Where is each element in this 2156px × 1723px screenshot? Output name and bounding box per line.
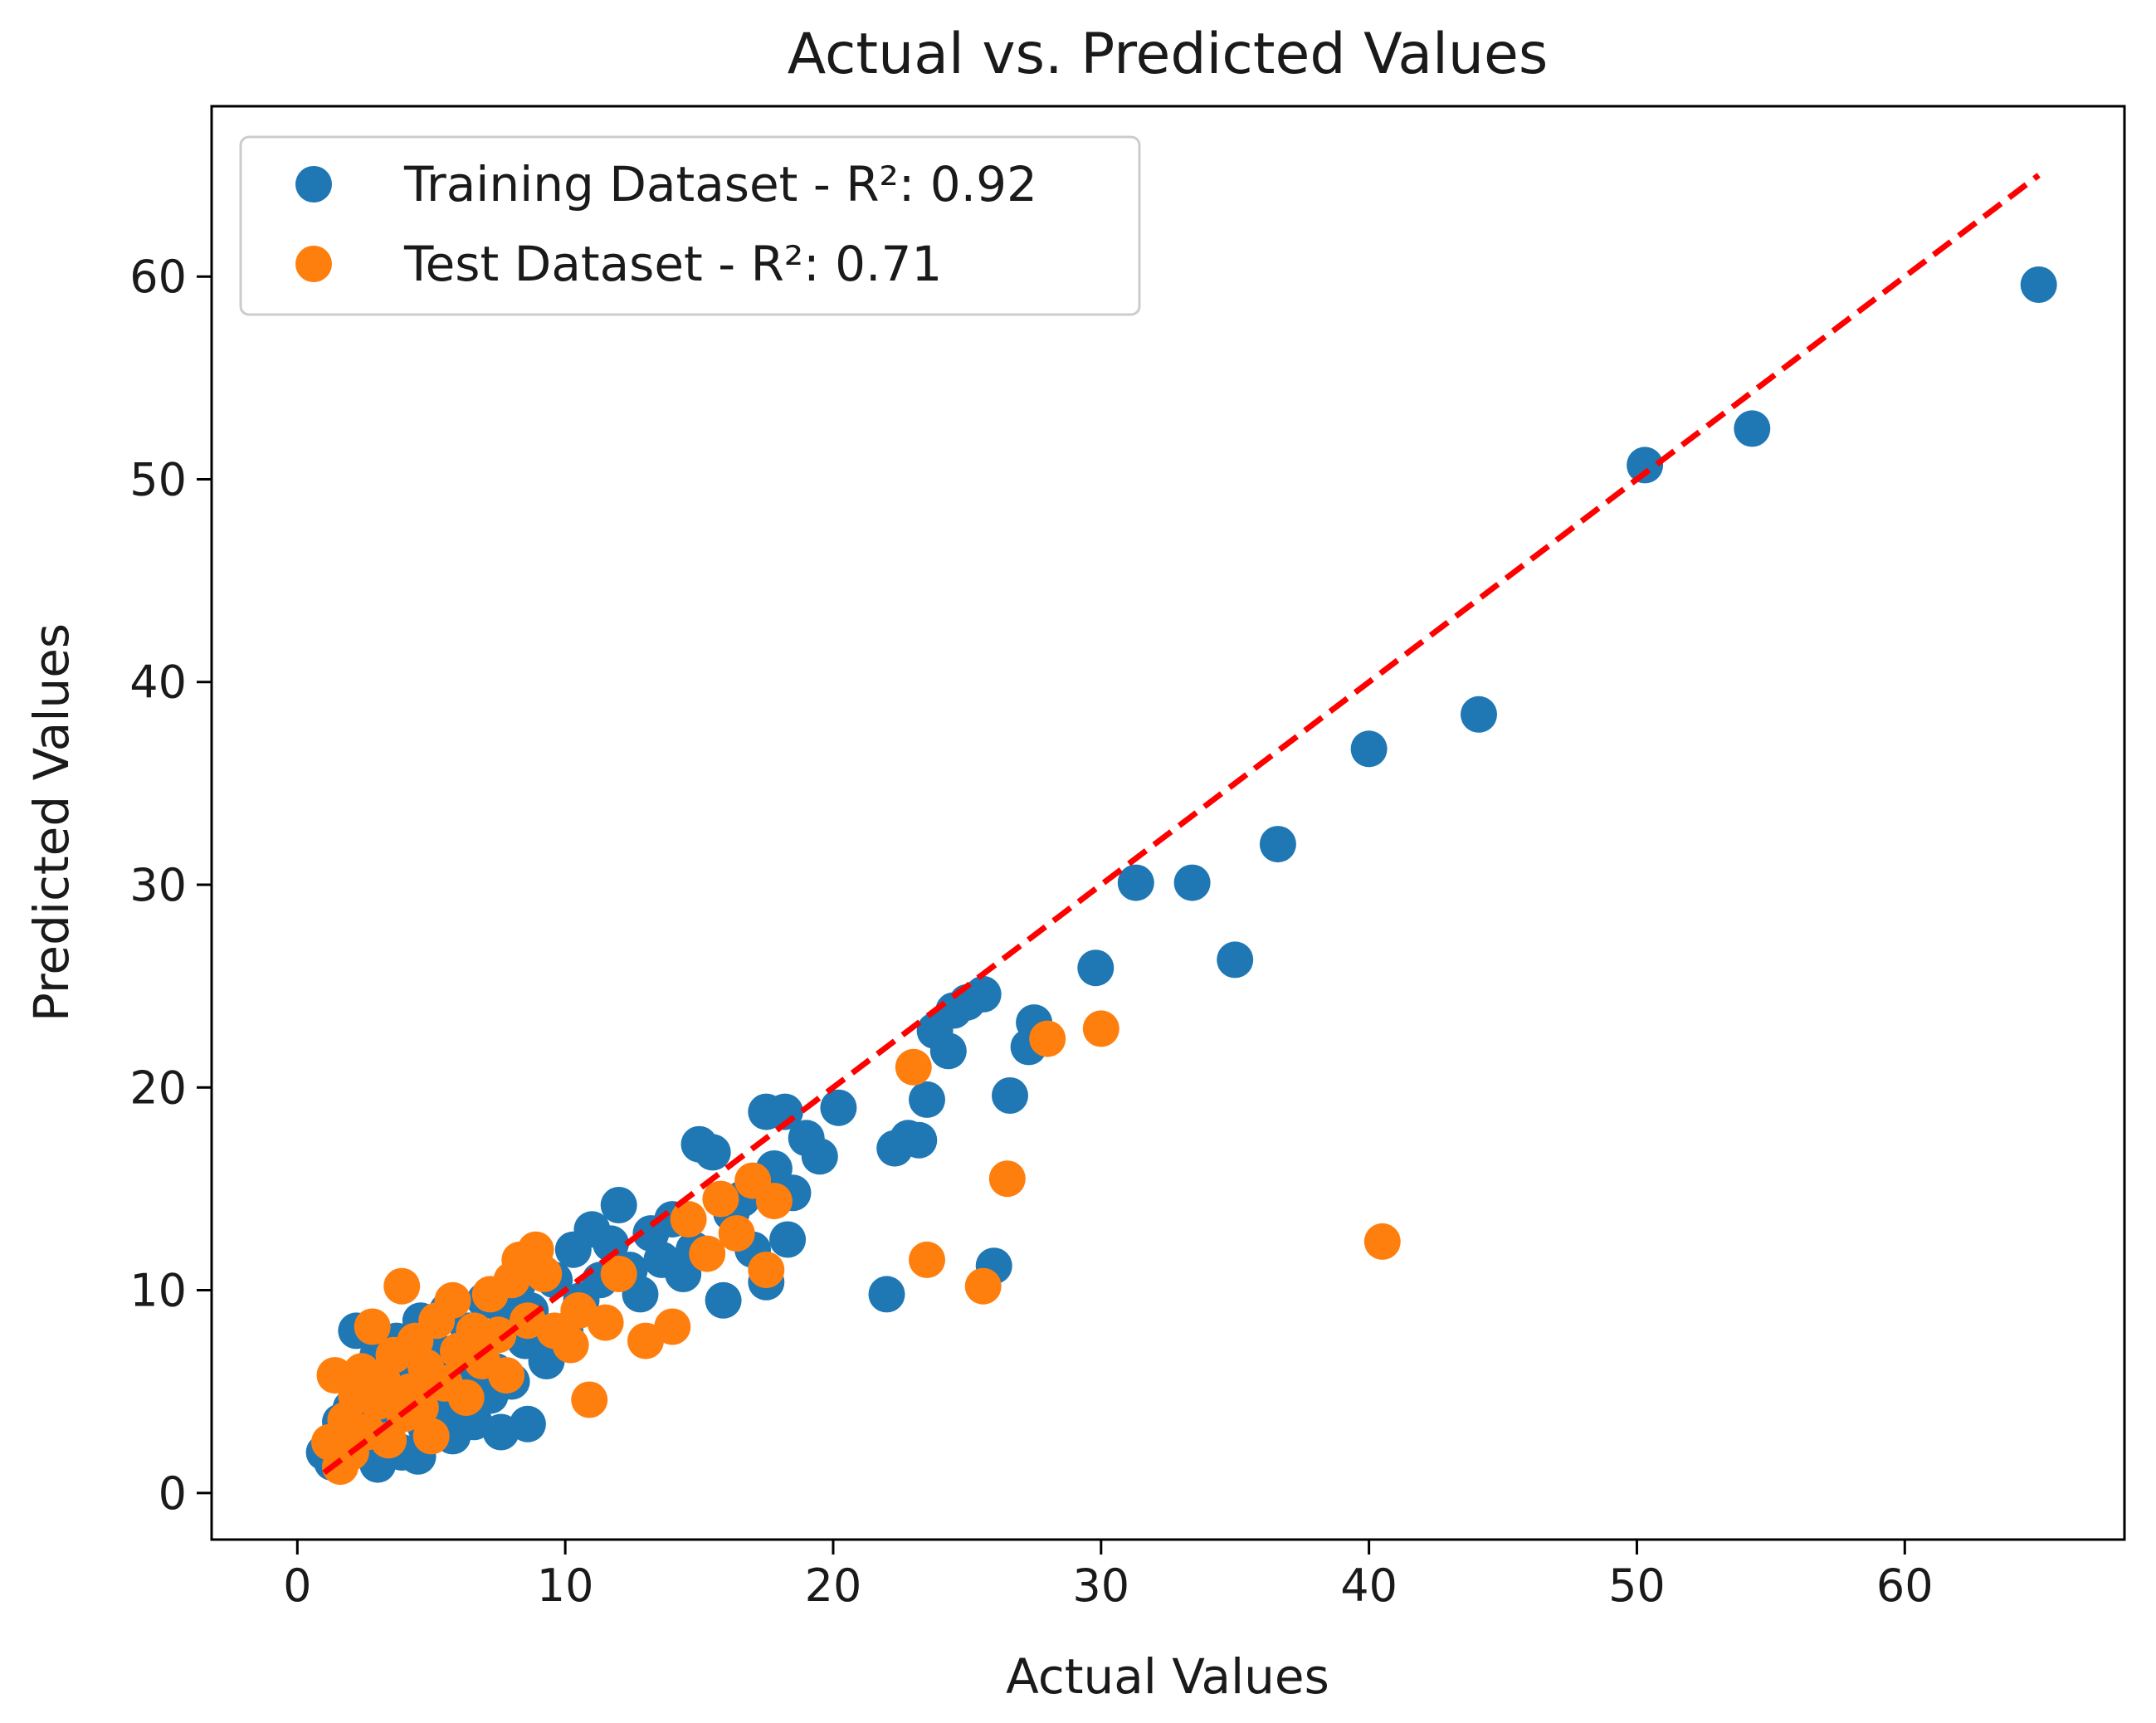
data-point <box>525 1256 563 1292</box>
data-point <box>587 1304 624 1341</box>
data-point <box>1461 696 1497 733</box>
data-point <box>748 1252 785 1289</box>
x-axis-label: Actual Values <box>1006 1648 1329 1705</box>
data-point <box>820 1089 857 1126</box>
data-point <box>1627 447 1664 484</box>
data-point <box>412 1418 450 1455</box>
plot-frame <box>210 105 2126 1541</box>
data-point <box>509 1405 546 1442</box>
x-tick-label: 40 <box>1340 1559 1397 1612</box>
points-layer <box>305 266 2057 1486</box>
data-point <box>434 1281 471 1319</box>
data-point <box>488 1357 525 1394</box>
data-point <box>769 1221 807 1258</box>
series-test <box>311 1010 1401 1486</box>
y-tick-label: 50 <box>129 453 187 505</box>
data-point <box>705 1281 742 1319</box>
data-point <box>992 1077 1028 1114</box>
y-tick-label: 40 <box>129 656 187 709</box>
y-tick-label: 20 <box>129 1062 187 1114</box>
data-point <box>900 1121 938 1159</box>
y-axis: 0 10 20 30 40 50 60 <box>129 251 212 1520</box>
data-point <box>627 1322 664 1359</box>
x-tick-label: 20 <box>805 1559 862 1612</box>
legend: Training Dataset - R²: 0.92 Test Dataset… <box>239 135 1141 316</box>
legend-label-training: Training Dataset - R²: 0.92 <box>403 156 1037 212</box>
legend-box <box>239 135 1141 316</box>
data-point <box>654 1308 691 1345</box>
data-point <box>600 1187 637 1223</box>
data-point <box>354 1308 391 1345</box>
legend-marker-training <box>295 166 332 203</box>
data-point <box>868 1276 905 1313</box>
y-tick-label: 60 <box>129 251 187 303</box>
data-point <box>402 1389 439 1427</box>
y-tick-label: 0 <box>159 1467 187 1520</box>
x-tick-label: 50 <box>1608 1559 1666 1612</box>
data-point <box>1217 941 1254 979</box>
data-point <box>1173 864 1211 901</box>
data-point <box>895 1048 932 1086</box>
legend-label-test: Test Dataset - R²: 0.71 <box>403 236 942 292</box>
y-axis-label: Predicted Values <box>23 623 80 1022</box>
data-point <box>670 1201 707 1238</box>
x-tick-label: 60 <box>1876 1559 1934 1612</box>
data-point <box>1350 730 1388 768</box>
data-point <box>702 1180 739 1218</box>
data-point <box>1363 1223 1401 1260</box>
data-point <box>964 975 1002 1013</box>
reference-line-layer <box>322 173 2041 1476</box>
data-point <box>718 1215 755 1252</box>
data-point <box>1117 864 1154 901</box>
data-point <box>988 1160 1026 1198</box>
x-tick-label: 0 <box>283 1559 311 1612</box>
data-point <box>552 1326 589 1364</box>
data-point <box>447 1379 485 1416</box>
data-point <box>909 1241 945 1278</box>
data-point <box>480 1316 517 1354</box>
data-point <box>571 1381 608 1418</box>
data-point <box>600 1256 637 1292</box>
y-tick-label: 30 <box>129 859 187 911</box>
x-axis: 0 10 20 30 40 50 60 <box>283 1540 1934 1612</box>
chart-title: Actual vs. Predicted Values <box>788 22 1549 87</box>
data-point <box>383 1267 421 1305</box>
data-point <box>593 1225 629 1262</box>
data-point <box>929 1032 967 1070</box>
y-tick-label: 10 <box>129 1265 187 1317</box>
data-point <box>2020 266 2057 303</box>
x-tick-label: 30 <box>1072 1559 1129 1612</box>
data-point <box>1734 410 1771 447</box>
data-point <box>1259 826 1296 863</box>
data-point <box>694 1134 731 1171</box>
data-point <box>766 1093 803 1130</box>
data-point <box>689 1235 726 1272</box>
x-tick-label: 10 <box>537 1559 594 1612</box>
data-point <box>755 1183 793 1220</box>
data-point <box>801 1138 838 1175</box>
data-point <box>1077 949 1115 987</box>
data-point <box>1082 1010 1119 1047</box>
data-point <box>1029 1020 1066 1057</box>
data-point <box>964 1267 1002 1305</box>
data-point <box>909 1081 945 1118</box>
reference-line <box>322 173 2041 1476</box>
legend-marker-test <box>295 246 332 282</box>
